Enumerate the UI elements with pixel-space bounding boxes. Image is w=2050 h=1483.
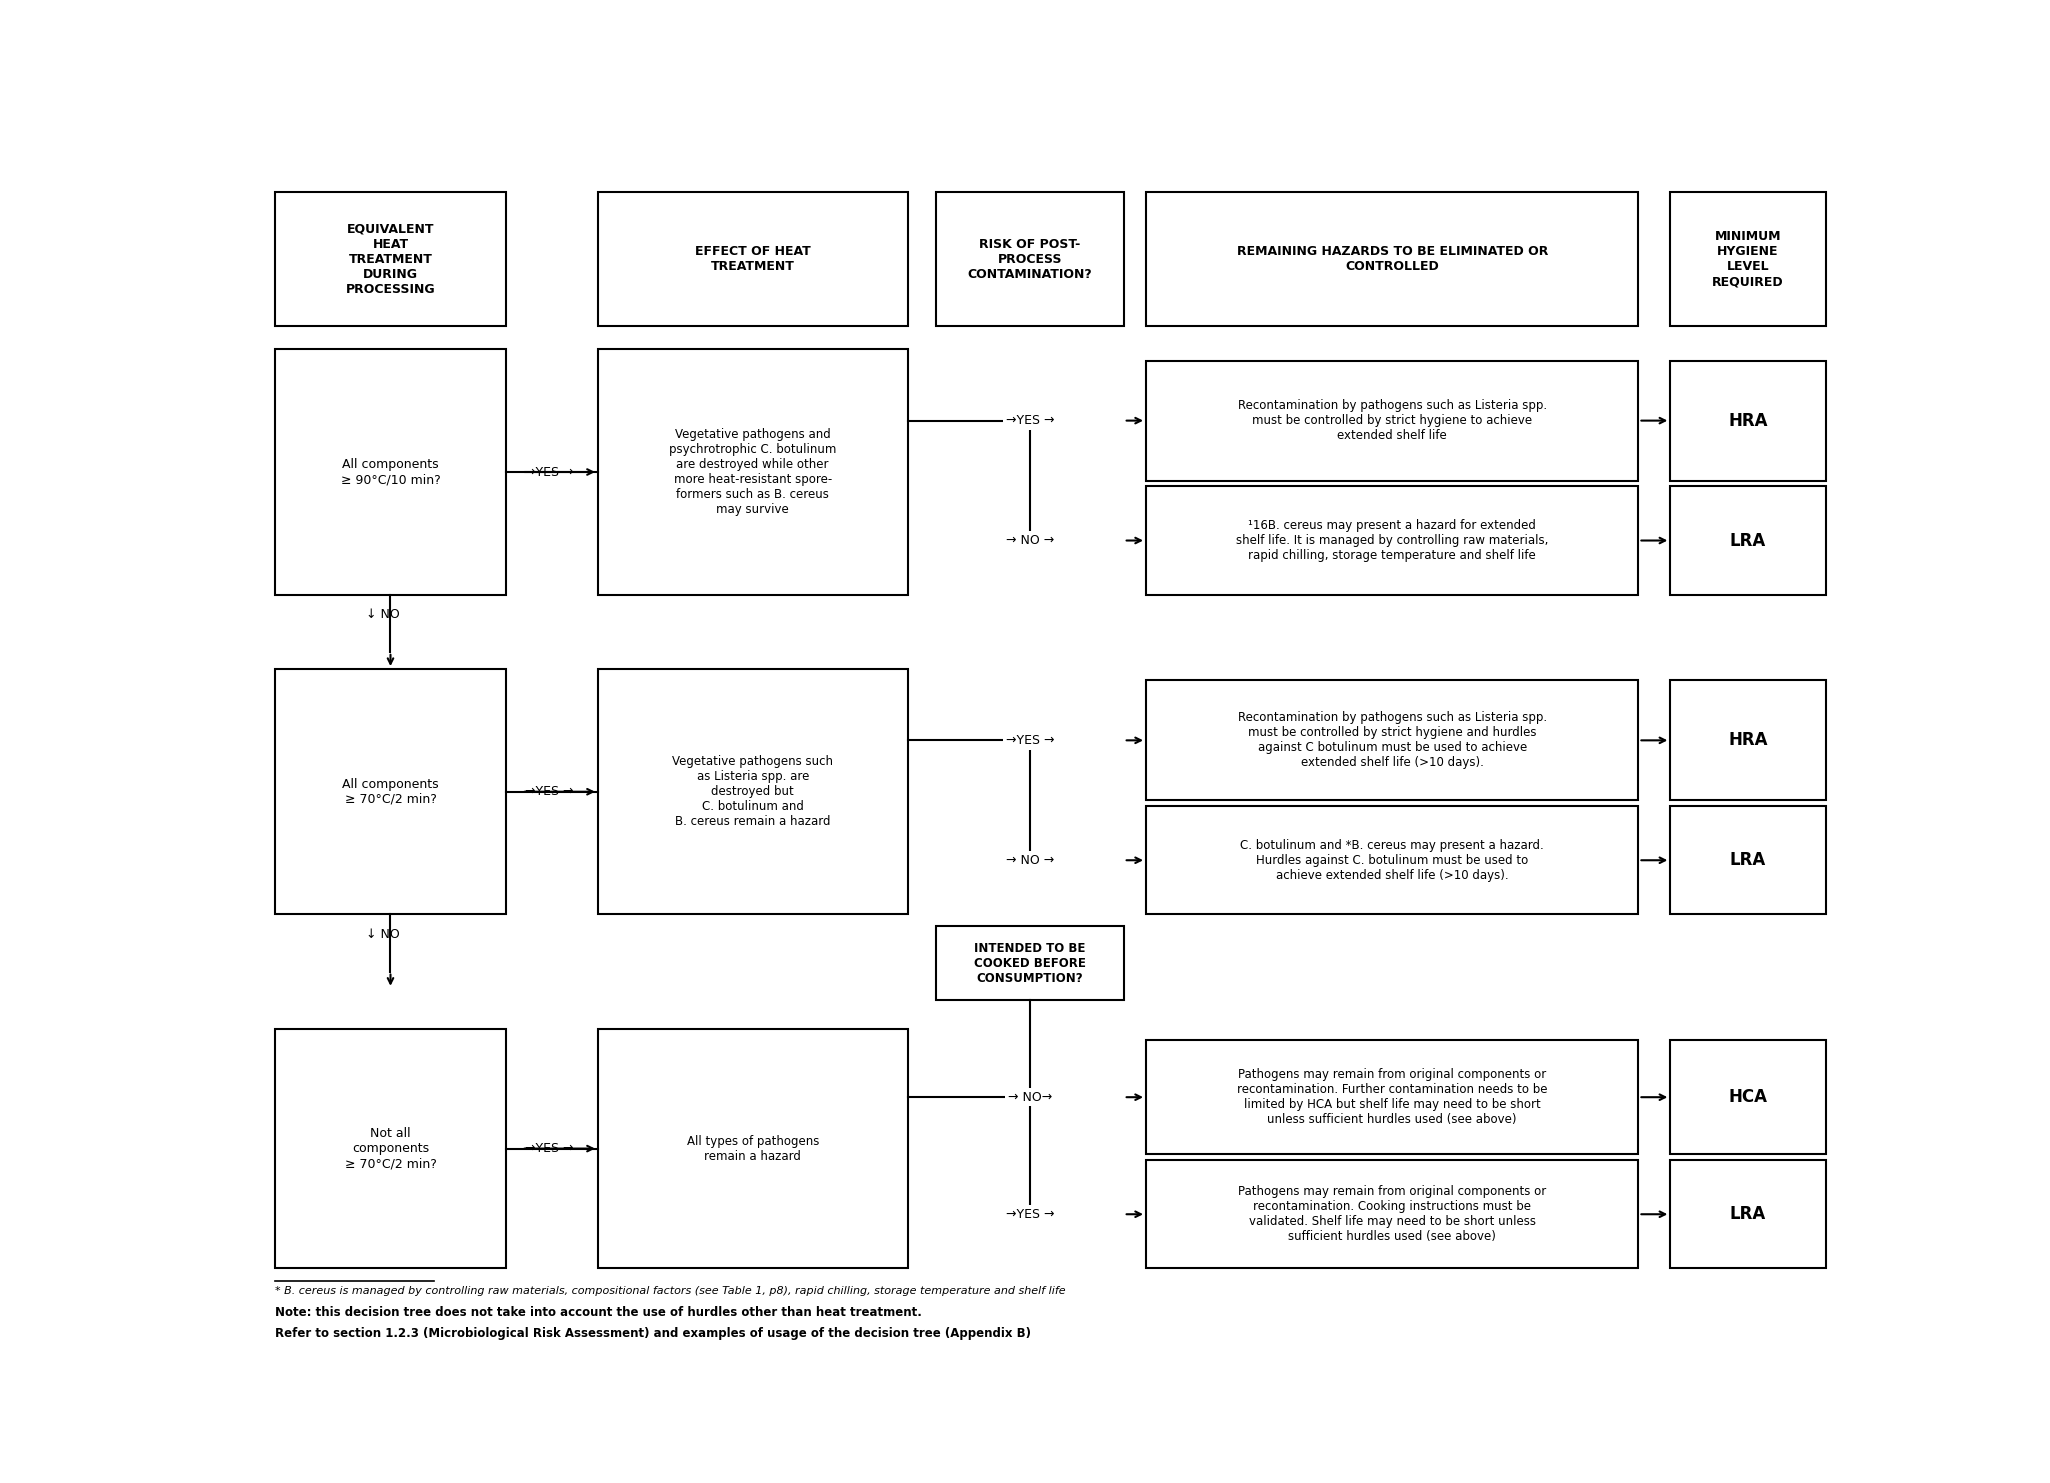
FancyBboxPatch shape [599,191,908,326]
FancyBboxPatch shape [1671,807,1827,915]
FancyBboxPatch shape [1146,681,1638,801]
Text: → NO →: → NO → [1007,854,1054,866]
FancyBboxPatch shape [599,350,908,595]
Text: HRA: HRA [1728,412,1767,430]
Text: Pathogens may remain from original components or
recontamination. Cooking instru: Pathogens may remain from original compo… [1238,1185,1546,1243]
FancyBboxPatch shape [1146,807,1638,915]
Text: Refer to section 1.2.3 (Microbiological Risk Assessment) and examples of usage o: Refer to section 1.2.3 (Microbiological … [275,1327,1031,1339]
FancyBboxPatch shape [1671,1160,1827,1268]
Text: HRA: HRA [1728,731,1767,749]
Text: Vegetative pathogens and
psychrotrophic C. botulinum
are destroyed while other
m: Vegetative pathogens and psychrotrophic … [668,429,836,516]
Text: ↓ NO: ↓ NO [365,608,400,621]
FancyBboxPatch shape [1146,1040,1638,1154]
Text: LRA: LRA [1730,851,1767,869]
FancyBboxPatch shape [275,1029,506,1268]
Text: EFFECT OF HEAT
TREATMENT: EFFECT OF HEAT TREATMENT [695,245,810,273]
Text: INTENDED TO BE
COOKED BEFORE
CONSUMPTION?: INTENDED TO BE COOKED BEFORE CONSUMPTION… [974,942,1086,985]
Text: Recontamination by pathogens such as Listeria spp.
must be controlled by strict : Recontamination by pathogens such as Lis… [1238,399,1548,442]
Text: → NO→: → NO→ [1009,1090,1052,1103]
Text: RISK OF POST-
PROCESS
CONTAMINATION?: RISK OF POST- PROCESS CONTAMINATION? [968,237,1093,280]
Text: MINIMUM
HYGIENE
LEVEL
REQUIRED: MINIMUM HYGIENE LEVEL REQUIRED [1712,230,1784,288]
FancyBboxPatch shape [1671,486,1827,595]
FancyBboxPatch shape [275,350,506,595]
Text: REMAINING HAZARDS TO BE ELIMINATED OR
CONTROLLED: REMAINING HAZARDS TO BE ELIMINATED OR CO… [1236,245,1548,273]
Text: Vegetative pathogens such
as Listeria spp. are
destroyed but
C. botulinum and
B.: Vegetative pathogens such as Listeria sp… [672,755,832,828]
FancyBboxPatch shape [1671,1040,1827,1154]
FancyBboxPatch shape [599,669,908,915]
Text: Note: this decision tree does not take into account the use of hurdles other tha: Note: this decision tree does not take i… [275,1307,922,1320]
Text: →YES →: →YES → [525,466,574,479]
Text: All components
≥ 90°C/10 min?: All components ≥ 90°C/10 min? [340,458,441,486]
FancyBboxPatch shape [1146,360,1638,480]
Text: Recontamination by pathogens such as Listeria spp.
must be controlled by strict : Recontamination by pathogens such as Lis… [1238,712,1548,770]
Text: → NO →: → NO → [1007,534,1054,547]
Text: →YES →: →YES → [1007,1207,1054,1221]
Text: →YES →: →YES → [1007,414,1054,427]
Text: ¹16B. cereus may present a hazard for extended
shelf life. It is managed by cont: ¹16B. cereus may present a hazard for ex… [1236,519,1548,562]
FancyBboxPatch shape [1671,681,1827,801]
FancyBboxPatch shape [1146,486,1638,595]
FancyBboxPatch shape [937,191,1123,326]
Text: * B. cereus is managed by controlling raw materials, compositional factors (see : * B. cereus is managed by controlling ra… [275,1286,1066,1296]
Text: →YES →: →YES → [1007,734,1054,747]
Text: →YES →: →YES → [525,1142,574,1155]
Text: HCA: HCA [1728,1089,1767,1106]
FancyBboxPatch shape [1671,360,1827,480]
FancyBboxPatch shape [1146,1160,1638,1268]
Text: LRA: LRA [1730,1206,1767,1223]
Text: ↓ NO: ↓ NO [365,928,400,942]
Text: Pathogens may remain from original components or
recontamination. Further contam: Pathogens may remain from original compo… [1236,1068,1548,1126]
FancyBboxPatch shape [1146,191,1638,326]
Text: All types of pathogens
remain a hazard: All types of pathogens remain a hazard [687,1134,818,1163]
Text: All components
≥ 70°C/2 min?: All components ≥ 70°C/2 min? [342,777,439,805]
Text: LRA: LRA [1730,531,1767,550]
FancyBboxPatch shape [599,1029,908,1268]
Text: Not all
components
≥ 70°C/2 min?: Not all components ≥ 70°C/2 min? [344,1127,437,1170]
FancyBboxPatch shape [937,925,1123,1000]
FancyBboxPatch shape [275,669,506,915]
FancyBboxPatch shape [1671,191,1827,326]
Text: →YES →: →YES → [525,785,574,798]
Text: EQUIVALENT
HEAT
TREATMENT
DURING
PROCESSING: EQUIVALENT HEAT TREATMENT DURING PROCESS… [346,222,435,295]
FancyBboxPatch shape [275,191,506,326]
Text: C. botulinum and *B. cereus may present a hazard.
Hurdles against C. botulinum m: C. botulinum and *B. cereus may present … [1240,839,1544,882]
